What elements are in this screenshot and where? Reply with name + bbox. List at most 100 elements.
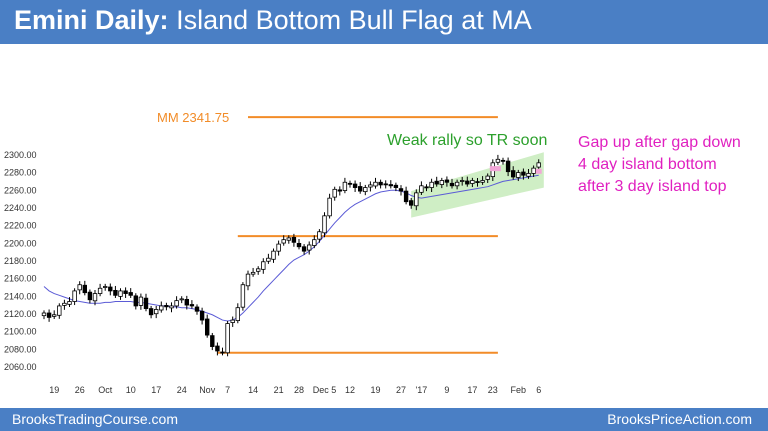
candle-body <box>470 180 475 184</box>
candle-body <box>87 291 93 301</box>
y-tick-label: 2060.00 <box>4 362 37 372</box>
candle-body <box>46 312 52 318</box>
candle-body <box>169 305 174 309</box>
candle-body <box>357 186 363 192</box>
y-tick-label: 2240.00 <box>4 203 37 213</box>
title-rest: Island Bottom Bull Flag at MA <box>176 5 532 35</box>
candle-body <box>347 182 353 185</box>
candle-body <box>271 250 276 260</box>
candle-body <box>317 231 322 240</box>
candle-body <box>204 318 210 336</box>
candle-body <box>77 284 82 291</box>
candle-body <box>92 293 98 302</box>
y-tick-label: 2080.00 <box>4 344 37 354</box>
candle-body <box>373 181 378 187</box>
footer-right-site: BrooksPriceAction.com <box>607 411 752 427</box>
candle-body <box>179 298 184 301</box>
x-tick-label: 27 <box>396 385 406 395</box>
candle-body <box>133 295 138 307</box>
x-tick-label: 21 <box>274 385 284 395</box>
candle-body <box>194 306 200 312</box>
candle-body <box>286 237 291 241</box>
candle-body <box>363 187 368 193</box>
candle-body <box>408 200 414 206</box>
y-tick-label: 2100.00 <box>4 327 37 337</box>
candle-body <box>439 180 444 185</box>
candle-body <box>67 301 72 305</box>
candle-body <box>322 215 327 234</box>
candle-body <box>500 159 506 162</box>
candle-body <box>276 243 281 252</box>
candle-body <box>306 244 312 251</box>
candle-body <box>118 290 123 297</box>
y-tick-label: 2120.00 <box>4 309 37 319</box>
title-bold: Emini Daily: <box>14 5 169 35</box>
y-tick-label: 2160.00 <box>4 274 37 284</box>
candle-body <box>378 181 383 186</box>
y-tick-label: 2180.00 <box>4 256 37 266</box>
candle-body <box>495 158 501 163</box>
candle-body <box>393 184 399 188</box>
mm-target-label: MM 2341.75 <box>157 110 229 125</box>
x-tick-label: 12 <box>345 385 355 395</box>
y-tick-label: 2200.00 <box>4 238 37 248</box>
footer-bar: BrooksTradingCourse.com BrooksPriceActio… <box>0 408 768 431</box>
candle-body <box>516 172 521 178</box>
x-tick-label: 14 <box>248 385 258 395</box>
x-tick-label: 28 <box>294 385 304 395</box>
candle-body <box>337 189 342 192</box>
x-tick-label: Oct <box>98 385 113 395</box>
x-tick-label: 24 <box>177 385 187 395</box>
candle-body <box>444 179 450 183</box>
candle-body <box>189 304 195 307</box>
candle-body <box>434 180 439 185</box>
x-tick-label: 19 <box>370 385 380 395</box>
candle-body <box>235 307 240 321</box>
candle-body <box>312 239 317 246</box>
candle-body <box>52 314 57 317</box>
candle-body <box>449 182 455 187</box>
candle-body <box>531 167 536 174</box>
candle-body <box>261 261 266 270</box>
candle-body <box>403 190 409 203</box>
candle-body <box>465 180 470 185</box>
x-tick-label: 7 <box>225 385 230 395</box>
candle-body <box>398 188 404 192</box>
candle-body <box>301 246 307 252</box>
candle-body <box>240 284 246 308</box>
y-tick-label: 2300.00 <box>4 150 37 160</box>
annotation-island-bottom: 4 day island bottom <box>578 156 717 173</box>
candle-body <box>230 319 235 323</box>
moving-average-line <box>43 174 539 322</box>
candle-body <box>510 170 516 178</box>
candle-body <box>143 297 149 309</box>
x-tick-label: 26 <box>75 385 85 395</box>
annotation-rally: Weak rally so TR soon <box>387 132 548 149</box>
candle-body <box>123 290 128 294</box>
candle-body <box>485 175 490 180</box>
candle-body <box>250 271 256 275</box>
candle-body <box>281 239 286 244</box>
x-tick-label: Feb <box>511 385 527 395</box>
candle-body <box>459 180 465 182</box>
candle-body <box>82 284 87 294</box>
candle-body <box>291 236 297 243</box>
candle-body <box>342 181 348 191</box>
x-tick-label: '17 <box>416 385 428 395</box>
candle-body <box>210 335 215 347</box>
x-tick-label: 19 <box>49 385 59 395</box>
candle-body <box>414 192 419 207</box>
candle-body <box>327 197 332 217</box>
candle-body <box>429 181 434 188</box>
candle-body <box>388 184 393 187</box>
y-tick-label: 2280.00 <box>4 168 37 178</box>
candle-body <box>113 289 118 296</box>
candle-body <box>215 345 220 352</box>
x-tick-label: Dec 5 <box>313 385 337 395</box>
candle-body <box>62 302 67 306</box>
x-tick-label: 6 <box>536 385 541 395</box>
candle-body <box>368 184 373 188</box>
title-bar: Emini Daily: Island Bottom Bull Flag at … <box>0 0 768 44</box>
x-tick-label: 17 <box>151 385 161 395</box>
x-tick-label: 17 <box>467 385 477 395</box>
